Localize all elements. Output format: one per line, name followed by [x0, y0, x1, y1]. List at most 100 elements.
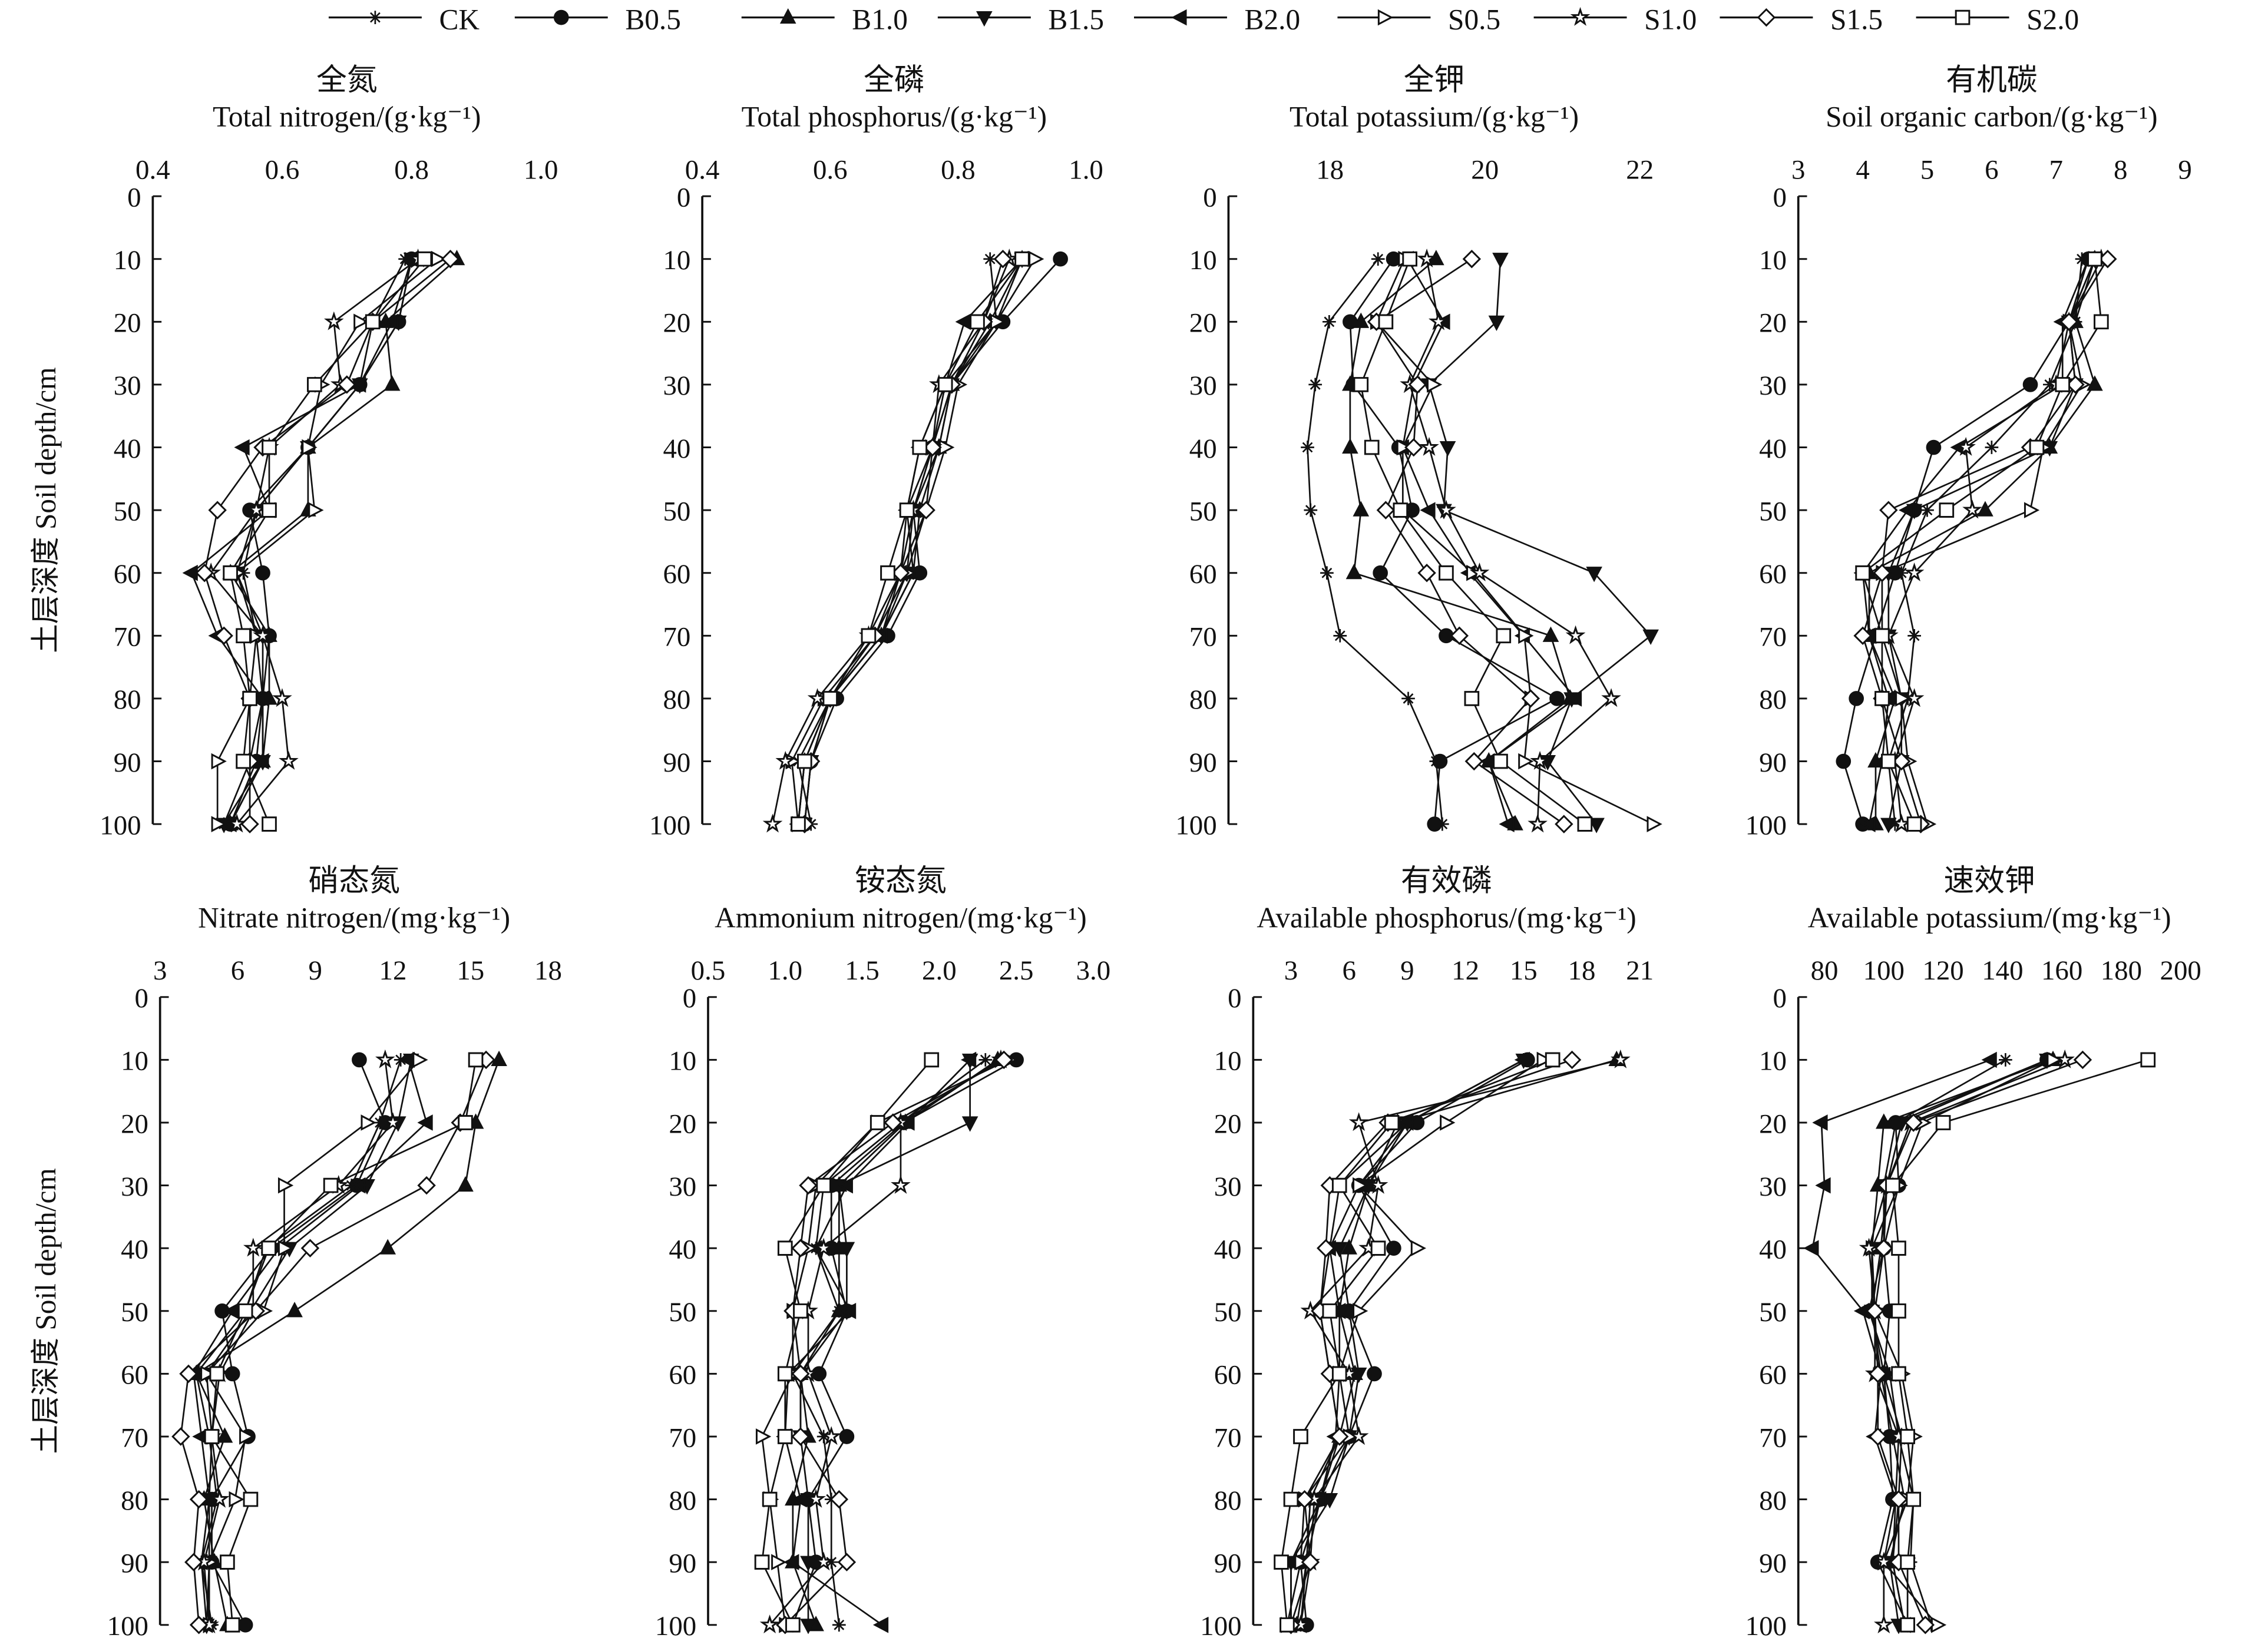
- data-point: [861, 628, 877, 644]
- data-point: [1812, 1114, 1828, 1131]
- series-s0-5: [1281, 1051, 1552, 1633]
- series-b1-5: [1282, 1053, 1532, 1634]
- data-point: [383, 1112, 403, 1131]
- data-point: [350, 1177, 366, 1194]
- y-tick-label: 80: [663, 684, 691, 715]
- y-tick-label: 40: [663, 434, 691, 464]
- data-point: [814, 1551, 834, 1571]
- data-point: [1353, 1302, 1368, 1319]
- series-line: [216, 258, 438, 825]
- data-point: [797, 753, 812, 769]
- series-s1-0: [201, 249, 428, 833]
- data-point: [1427, 816, 1443, 832]
- data-point: [1588, 818, 1605, 833]
- y-tick-label: 10: [1759, 245, 1787, 276]
- y-tick-label: 90: [1759, 747, 1787, 778]
- data-point: [899, 502, 915, 518]
- x-tick-label: 80: [1811, 955, 1839, 986]
- y-tick-label: 20: [1214, 1108, 1242, 1139]
- legend-item-s2-0: S2.0: [1916, 3, 2079, 35]
- data-point: [214, 626, 233, 646]
- data-point: [1853, 626, 1872, 646]
- data-point: [1518, 753, 1534, 770]
- y-tick-label: 70: [114, 622, 141, 653]
- data-point: [262, 816, 277, 832]
- x-tick-label: 9: [2178, 155, 2191, 186]
- data-point: [1410, 1240, 1427, 1256]
- data-point: [1293, 1429, 1308, 1444]
- y-tick-label: 80: [121, 1485, 148, 1516]
- data-point: [1562, 1050, 1582, 1070]
- panel-title-cn: 有机碳: [1946, 64, 2037, 97]
- data-point: [189, 1490, 209, 1509]
- data-point: [1493, 753, 1508, 769]
- series-s2-0: [223, 251, 432, 832]
- data-point: [869, 1115, 885, 1130]
- data-point: [937, 377, 953, 392]
- series-line: [195, 1059, 500, 1626]
- data-point: [1436, 499, 1456, 519]
- x-tick-label: 22: [1626, 155, 1654, 186]
- x-tick-label: 0.6: [813, 155, 848, 186]
- data-point: [2047, 1051, 2062, 1068]
- data-point: [771, 1554, 787, 1570]
- x-tick-label: 0.8: [394, 155, 429, 186]
- data-point: [195, 564, 214, 583]
- data-point: [237, 1303, 253, 1319]
- data-point: [1904, 1113, 1923, 1132]
- series-line: [1300, 1059, 1621, 1625]
- series-s2-0: [1855, 251, 2109, 832]
- series-line: [1290, 1059, 1573, 1626]
- y-tick-label: 80: [1759, 684, 1787, 715]
- data-point: [917, 501, 935, 519]
- series-line: [1401, 259, 1577, 825]
- data-point: [1301, 441, 1314, 454]
- data-point: [791, 1364, 810, 1384]
- series-s2-0: [204, 1052, 484, 1633]
- data-point: [1378, 314, 1394, 330]
- data-point: [236, 628, 251, 644]
- x-tick-label: 18: [534, 955, 562, 986]
- data-point: [211, 816, 227, 832]
- data-point: [2087, 375, 2103, 391]
- series-b2-0: [182, 250, 418, 832]
- panel-title-cn: 全氮: [316, 64, 378, 97]
- data-point: [1888, 817, 1902, 831]
- data-point: [1985, 441, 1999, 454]
- legend-marker-filled-triangle-left-icon: [1171, 9, 1187, 26]
- y-tick-label: 30: [114, 370, 141, 401]
- data-point: [799, 1176, 818, 1195]
- data-point: [1496, 628, 1512, 644]
- data-point: [791, 1239, 810, 1258]
- series-line: [206, 1060, 412, 1625]
- data-point: [811, 1366, 827, 1382]
- series-line: [203, 258, 451, 825]
- y-tick-label: 20: [1189, 308, 1217, 339]
- data-point: [1815, 1177, 1831, 1194]
- data-point: [791, 1427, 810, 1446]
- x-tick-label: 7: [2049, 155, 2063, 186]
- series-line: [1868, 1059, 2065, 1625]
- data-point: [1464, 691, 1480, 706]
- data-point: [1283, 1491, 1299, 1507]
- panel-title-en: Total nitrogen/(g·kg⁻¹): [213, 101, 481, 133]
- x-tick-label: 3: [1284, 955, 1298, 986]
- y-tick-label: 100: [655, 1611, 696, 1638]
- data-point: [1885, 1177, 1900, 1193]
- data-point: [754, 1554, 770, 1570]
- data-point: [1647, 816, 1662, 832]
- series-line: [1862, 259, 2090, 825]
- legend-label: S1.5: [1830, 3, 1883, 35]
- series-line: [799, 1060, 971, 1625]
- x-tick-label: 3.0: [1076, 955, 1111, 986]
- x-tick-label: 120: [1922, 955, 1963, 986]
- panel-title-cn: 有效磷: [1401, 865, 1492, 898]
- y-tick-label: 100: [107, 1611, 148, 1638]
- data-point: [1367, 1366, 1382, 1382]
- data-point: [182, 564, 198, 581]
- data-point: [277, 1240, 294, 1256]
- y-tick-label: 100: [1200, 1611, 1241, 1638]
- series-line: [1290, 1059, 1524, 1625]
- data-point: [1450, 626, 1469, 646]
